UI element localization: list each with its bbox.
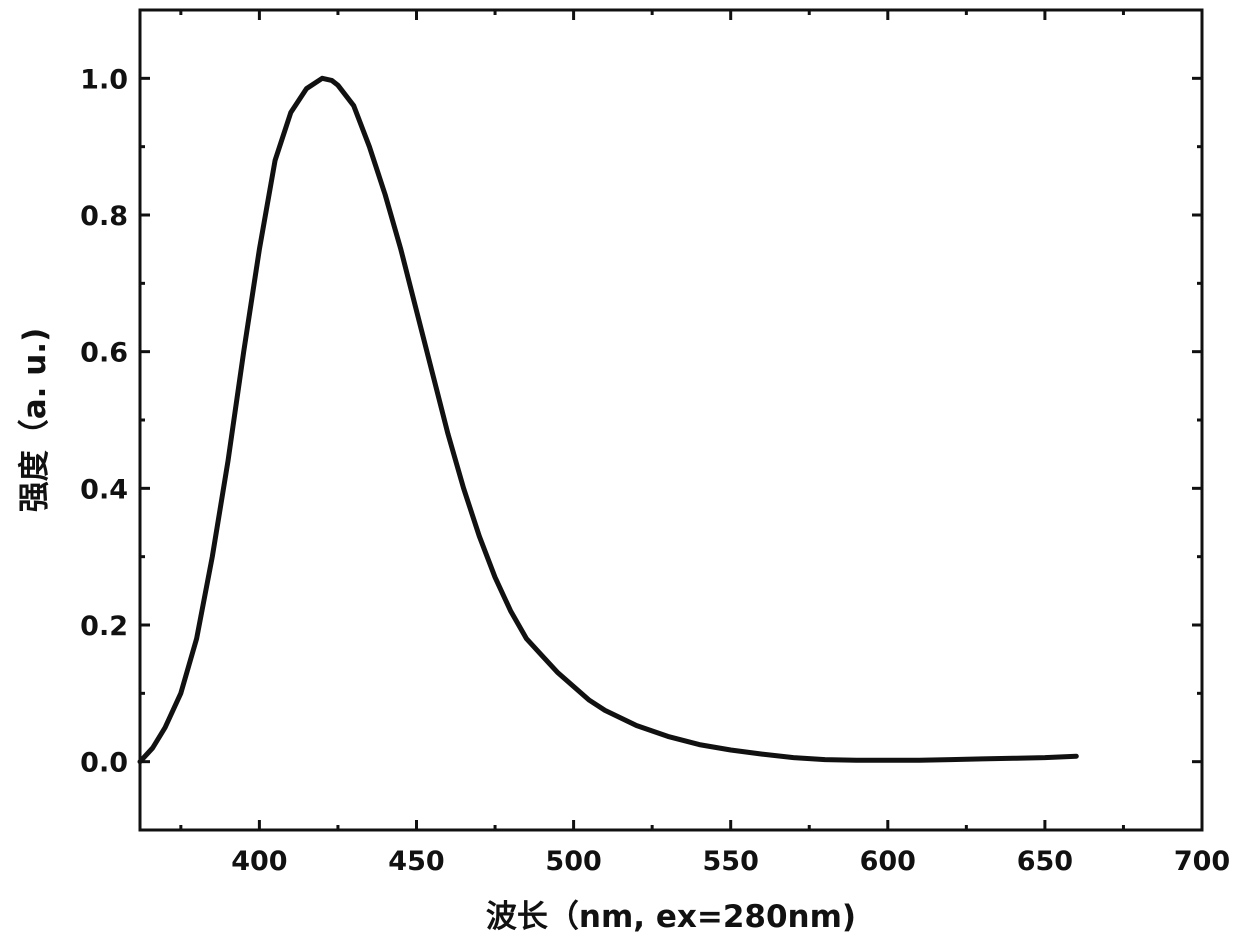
y-tick-label: 0.0 — [80, 748, 128, 779]
axis-ticks — [140, 10, 1202, 830]
x-tick-label: 500 — [545, 846, 601, 877]
x-tick-label: 400 — [231, 846, 287, 877]
y-tick-label: 0.6 — [80, 338, 128, 369]
x-tick-label: 450 — [388, 846, 444, 877]
x-axis-title: 波长（nm, ex=280nm) — [486, 899, 856, 935]
plot-frame — [140, 10, 1202, 830]
y-tick-label: 0.2 — [80, 611, 128, 642]
x-tick-label: 700 — [1174, 846, 1230, 877]
y-tick-label: 0.8 — [80, 201, 128, 232]
y-axis-title: 强度（a. u.) — [17, 328, 53, 513]
emission-spectrum-line — [140, 78, 1076, 761]
y-tick-label: 1.0 — [80, 64, 128, 95]
x-tick-label: 650 — [1017, 846, 1073, 877]
x-tick-label: 600 — [860, 846, 916, 877]
x-tick-label: 550 — [703, 846, 759, 877]
y-tick-label: 0.4 — [80, 474, 128, 505]
